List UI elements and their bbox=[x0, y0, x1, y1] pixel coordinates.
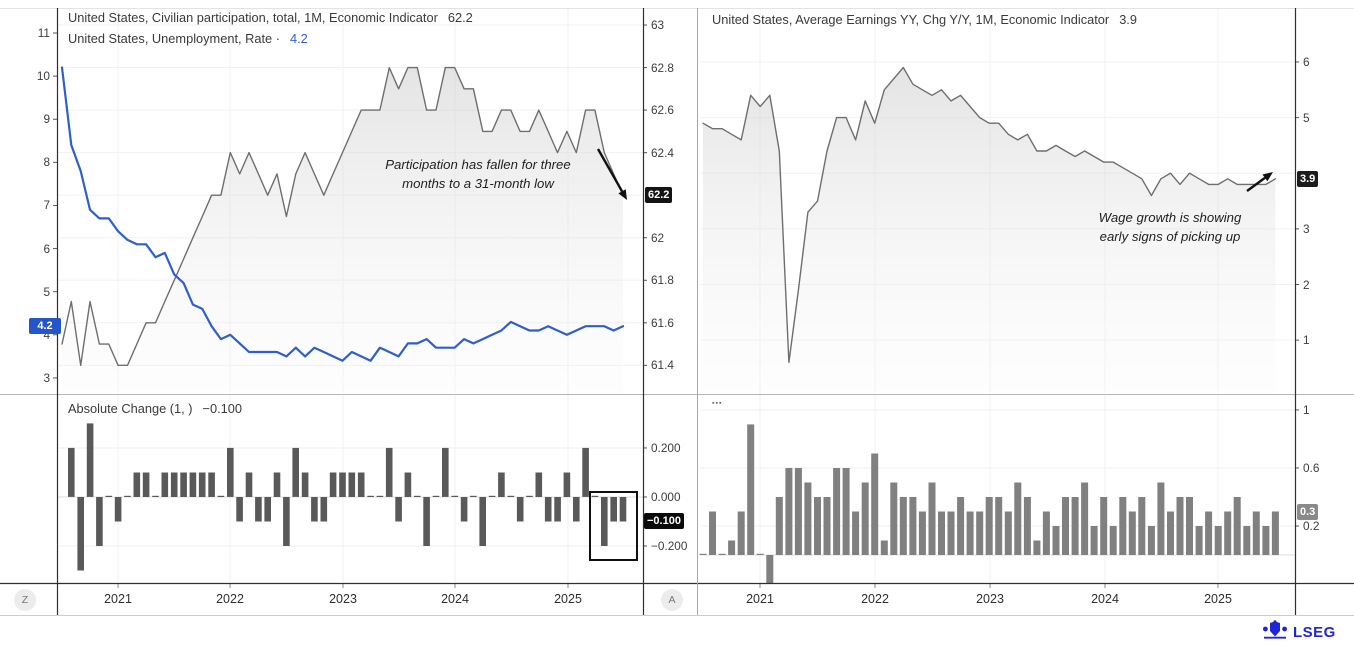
lseg-logo-text: LSEG bbox=[1293, 624, 1336, 641]
legend-earnings[interactable]: United States, Average Earnings YY, Chg … bbox=[712, 12, 1137, 27]
earnings-last-value-badge: 3.9 bbox=[1297, 171, 1319, 187]
axis-tick-label: 11 bbox=[37, 26, 50, 40]
axis-tick-label: 1 bbox=[1303, 333, 1310, 347]
earnings-change-last-value-badge: 0.3 bbox=[1297, 504, 1319, 520]
axis-tick-label: 3 bbox=[1303, 222, 1310, 236]
axis-tick-label: 5 bbox=[1303, 111, 1310, 125]
unemployment-last-value-badge: 4.2 bbox=[29, 318, 61, 334]
year-label: 2024 bbox=[1091, 592, 1119, 606]
legend-unemployment-label: United States, Unemployment, Rate · bbox=[68, 31, 280, 46]
collapsed-legend-dots[interactable]: ▪▪▪ bbox=[712, 400, 722, 407]
axis-tick-label: 4 bbox=[43, 328, 50, 342]
legend-participation-value: 62.2 bbox=[447, 10, 473, 25]
axis-tick-label: 62.6 bbox=[651, 103, 674, 117]
axis-tick-label: 6 bbox=[43, 242, 50, 256]
axis-tick-label: 61.4 bbox=[651, 358, 674, 372]
absolute-change-last-value-badge: −0.100 bbox=[644, 513, 684, 529]
axis-tick-label: 7 bbox=[43, 198, 50, 212]
axis-tick-label: 3 bbox=[43, 371, 50, 385]
axis-tick-label: 2 bbox=[1303, 278, 1310, 292]
annotation-participation: Participation has fallen for three month… bbox=[385, 157, 571, 192]
legend-earnings-label: United States, Average Earnings YY, Chg … bbox=[712, 12, 1110, 27]
year-label: 2023 bbox=[329, 592, 357, 606]
auto-scale-button[interactable]: A bbox=[661, 589, 683, 611]
year-label: 2022 bbox=[861, 592, 889, 606]
axis-tick-label: 1 bbox=[1303, 403, 1310, 417]
legend-participation[interactable]: United States, Civilian participation, t… bbox=[68, 10, 473, 25]
axis-tick-label: 10 bbox=[36, 69, 50, 83]
axis-tick-label: 0.2 bbox=[1303, 519, 1320, 533]
axis-tick-label: 6 bbox=[1303, 55, 1310, 69]
legend-absolute-change-value: −0.100 bbox=[202, 401, 243, 416]
participation-last-value-badge: 62.2 bbox=[645, 187, 673, 203]
axis-tick-label: 62.8 bbox=[651, 61, 674, 75]
legend-unemployment-value: 4.2 bbox=[289, 31, 308, 46]
axis-tick-label: 0.200 bbox=[651, 441, 681, 455]
lseg-logo: LSEG bbox=[1262, 620, 1336, 645]
axis-tick-label: 9 bbox=[43, 112, 50, 126]
annotation-wage-growth: Wage growth is showing early signs of pi… bbox=[1098, 210, 1242, 245]
axis-tick-label: 0.6 bbox=[1303, 461, 1320, 475]
axis-tick-label: 0.000 bbox=[651, 490, 681, 504]
year-label: 2021 bbox=[746, 592, 774, 606]
year-label: 2025 bbox=[1204, 592, 1232, 606]
lseg-crest-icon bbox=[1262, 620, 1288, 645]
axis-tick-label: 62.4 bbox=[651, 146, 674, 160]
legend-absolute-change[interactable]: Absolute Change (1, ) −0.100 bbox=[68, 401, 242, 416]
year-label: 2024 bbox=[441, 592, 469, 606]
legend-earnings-value: 3.9 bbox=[1119, 12, 1137, 27]
axis-tick-label: 5 bbox=[43, 285, 50, 299]
year-label: 2025 bbox=[554, 592, 582, 606]
year-label: 2021 bbox=[104, 592, 132, 606]
zoom-button[interactable]: Z bbox=[14, 589, 36, 611]
axis-tick-label: 61.8 bbox=[651, 273, 674, 287]
axis-tick-label: 8 bbox=[43, 155, 50, 169]
axis-tick-label: −0.200 bbox=[651, 539, 688, 553]
axis-tick-label: 63 bbox=[651, 18, 665, 32]
axis-tick-label: 62 bbox=[651, 231, 665, 245]
year-label: 2022 bbox=[216, 592, 244, 606]
legend-participation-label: United States, Civilian participation, t… bbox=[68, 10, 438, 25]
collapsed-legend-glyph: ▪▪▪ bbox=[712, 400, 723, 407]
legend-absolute-change-label: Absolute Change (1, ) bbox=[68, 401, 193, 416]
axis-tick-label: 61.6 bbox=[651, 316, 674, 330]
legend-unemployment[interactable]: United States, Unemployment, Rate · 4.2 bbox=[68, 31, 308, 46]
year-label: 2023 bbox=[976, 592, 1004, 606]
